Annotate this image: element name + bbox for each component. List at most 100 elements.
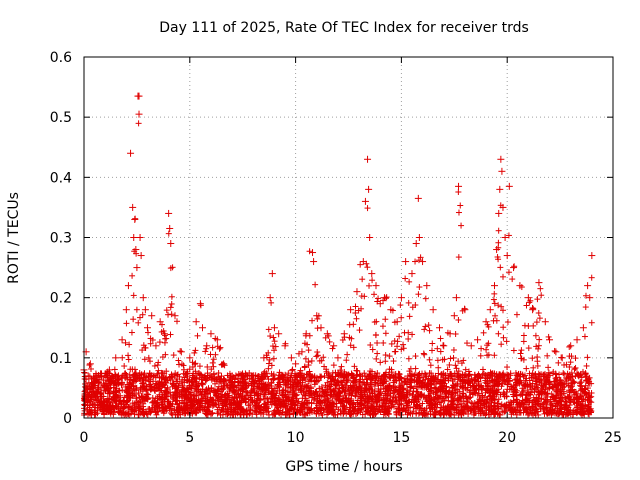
data-point bbox=[219, 402, 226, 409]
data-point bbox=[165, 209, 173, 217]
data-point bbox=[121, 363, 128, 370]
data-point bbox=[129, 203, 137, 211]
data-point bbox=[154, 362, 161, 369]
data-point bbox=[437, 348, 444, 355]
data-point bbox=[495, 302, 502, 309]
data-point bbox=[573, 400, 580, 407]
data-point bbox=[132, 246, 140, 254]
data-point bbox=[391, 337, 398, 344]
data-point bbox=[495, 227, 502, 234]
data-point bbox=[169, 380, 176, 387]
data-point bbox=[287, 354, 295, 362]
data-point bbox=[352, 303, 359, 310]
data-point bbox=[133, 384, 140, 391]
data-point bbox=[584, 354, 591, 361]
data-point bbox=[314, 349, 321, 356]
x-tick-labels: 0 5 10 15 20 25 bbox=[80, 430, 622, 446]
data-point bbox=[343, 357, 350, 364]
data-point bbox=[459, 383, 466, 390]
data-point bbox=[214, 376, 221, 383]
data-point bbox=[268, 299, 275, 306]
data-point bbox=[81, 407, 88, 414]
data-point bbox=[289, 367, 296, 374]
data-point bbox=[416, 284, 423, 291]
data-point bbox=[306, 248, 313, 255]
data-point bbox=[316, 385, 323, 392]
data-point bbox=[504, 364, 511, 371]
data-point bbox=[431, 384, 438, 391]
data-point bbox=[318, 383, 325, 390]
data-point bbox=[501, 409, 508, 416]
data-point bbox=[450, 346, 457, 353]
data-point bbox=[483, 346, 490, 353]
data-point bbox=[349, 383, 356, 390]
data-point bbox=[412, 240, 420, 248]
data-point bbox=[357, 261, 364, 268]
data-point bbox=[324, 379, 331, 386]
data-point bbox=[522, 381, 529, 388]
data-point bbox=[455, 188, 462, 195]
data-point bbox=[397, 302, 404, 309]
data-point bbox=[429, 340, 436, 347]
data-point bbox=[505, 269, 512, 276]
data-point bbox=[166, 224, 174, 232]
data-point bbox=[126, 341, 133, 348]
data-point bbox=[361, 197, 369, 205]
data-point bbox=[544, 352, 551, 359]
data-point bbox=[168, 300, 175, 307]
data-point bbox=[394, 343, 401, 350]
data-point bbox=[285, 395, 292, 402]
x-tick-label: 10 bbox=[287, 430, 305, 446]
y-tick-label: 0.6 bbox=[50, 50, 72, 66]
y-tick-label: 0.4 bbox=[50, 170, 72, 186]
data-point bbox=[147, 340, 154, 347]
data-point bbox=[346, 321, 353, 328]
data-point bbox=[94, 410, 101, 417]
data-point bbox=[533, 343, 540, 350]
data-point bbox=[387, 387, 394, 394]
data-point bbox=[372, 282, 380, 290]
data-point bbox=[509, 391, 516, 398]
data-point bbox=[451, 411, 458, 418]
data-point bbox=[438, 410, 445, 417]
data-point bbox=[265, 365, 272, 372]
data-point bbox=[359, 373, 366, 380]
data-point bbox=[484, 342, 491, 349]
data-point bbox=[371, 411, 378, 418]
data-point bbox=[534, 354, 541, 361]
data-point bbox=[246, 369, 253, 376]
data-point bbox=[427, 362, 434, 369]
data-point bbox=[440, 342, 448, 350]
data-point bbox=[455, 358, 462, 365]
data-point bbox=[301, 405, 308, 412]
data-point bbox=[400, 341, 407, 348]
data-point bbox=[209, 359, 216, 366]
data-point bbox=[268, 270, 276, 278]
data-point bbox=[441, 356, 448, 363]
data-point bbox=[405, 299, 412, 306]
data-point bbox=[291, 401, 298, 408]
data-point bbox=[188, 378, 195, 385]
data-point bbox=[130, 382, 137, 389]
data-point bbox=[136, 314, 143, 321]
data-point bbox=[208, 384, 215, 391]
data-point bbox=[145, 329, 152, 336]
data-point bbox=[498, 303, 505, 310]
data-point bbox=[396, 407, 403, 414]
data-point bbox=[448, 398, 455, 405]
data-point bbox=[169, 264, 176, 271]
data-point bbox=[370, 400, 377, 407]
data-point bbox=[162, 332, 169, 339]
data-point bbox=[500, 307, 507, 314]
data-point bbox=[139, 311, 146, 318]
data-point bbox=[558, 354, 566, 362]
data-point bbox=[128, 376, 135, 383]
data-point bbox=[503, 338, 510, 345]
data-point bbox=[435, 324, 443, 332]
data-point bbox=[374, 350, 381, 357]
data-point bbox=[175, 357, 182, 364]
data-point bbox=[357, 400, 364, 407]
data-point bbox=[493, 246, 501, 254]
y-tick-labels: 0 0.1 0.2 0.3 0.4 0.5 0.6 bbox=[50, 50, 72, 427]
data-point bbox=[140, 371, 147, 378]
